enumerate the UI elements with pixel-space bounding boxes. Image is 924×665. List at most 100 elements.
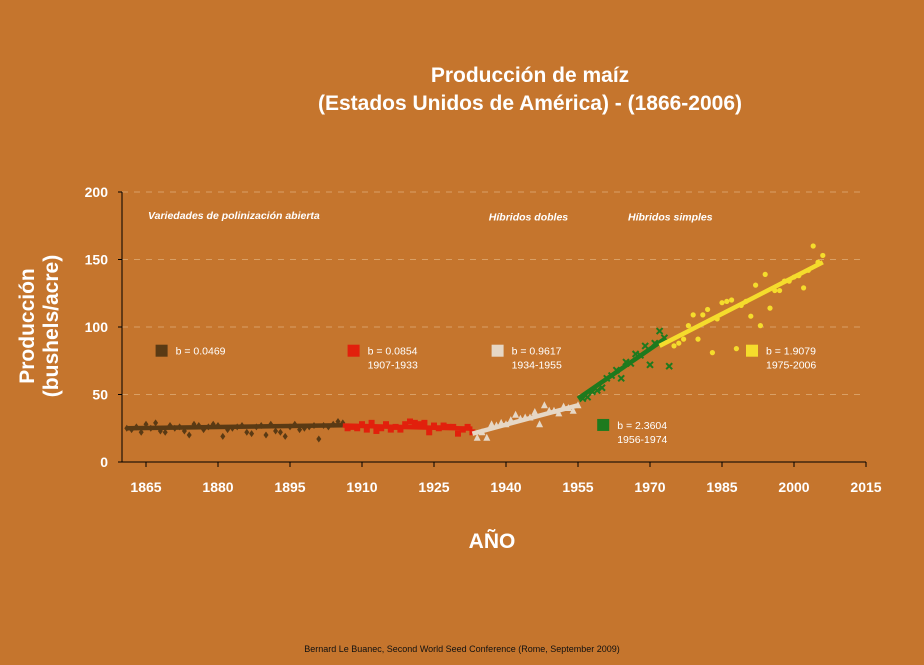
point-s4-1995 bbox=[767, 305, 773, 311]
point-s2-1947 bbox=[536, 420, 544, 428]
point-s0-1886 bbox=[244, 428, 250, 436]
point-s1-1922 bbox=[416, 421, 423, 428]
point-s4-1976 bbox=[676, 340, 682, 346]
x-tick-label-2015: 2015 bbox=[850, 479, 881, 495]
point-s4-1987 bbox=[729, 297, 735, 303]
trend-line-1956-1974 bbox=[576, 337, 666, 401]
point-s0-1893 bbox=[277, 428, 283, 436]
axes bbox=[118, 191, 867, 467]
trend-line-1975-2006 bbox=[658, 260, 824, 348]
point-s1-1913 bbox=[373, 427, 380, 434]
legend-label-s1-1: 1907-1933 bbox=[368, 360, 418, 372]
legend-label-s3-1: 1956-1974 bbox=[617, 434, 667, 446]
point-s3-1970 bbox=[646, 361, 654, 369]
point-s4-1982 bbox=[705, 306, 711, 313]
point-s4-1983 bbox=[709, 350, 716, 356]
trend-line-variedades-de-polinizaci-n-abierta-1866-1906 bbox=[126, 423, 343, 431]
y-axis-title-line1: Producción bbox=[16, 268, 39, 384]
legend-label-s3-0: b = 2.3604 bbox=[617, 420, 667, 432]
point-s4-1991 bbox=[748, 313, 754, 319]
point-s4-1980 bbox=[695, 336, 701, 342]
point-s0-1867 bbox=[153, 419, 159, 427]
point-s1-1920 bbox=[407, 418, 413, 425]
point-s4-2004 bbox=[810, 243, 816, 249]
point-s2-1948 bbox=[540, 401, 548, 409]
legend-label-s2-1: 1934-1955 bbox=[512, 360, 562, 372]
y-tick-label-200: 200 bbox=[85, 184, 109, 200]
point-s1-1918 bbox=[397, 426, 404, 433]
point-s1-1924 bbox=[426, 429, 433, 436]
point-s0-1890 bbox=[263, 431, 269, 439]
legend-swatch-s1 bbox=[347, 344, 360, 357]
point-s1-1916 bbox=[387, 426, 394, 433]
annotation-1: Híbridos dobles bbox=[489, 211, 569, 223]
trend-line-1907-1933 bbox=[342, 423, 473, 431]
point-s4-1986 bbox=[724, 298, 730, 304]
x-tick-label-1925: 1925 bbox=[418, 479, 449, 495]
x-tick-label-1880: 1880 bbox=[202, 479, 233, 495]
point-s2-1954 bbox=[569, 406, 577, 414]
x-tick-label-1985: 1985 bbox=[706, 479, 737, 495]
point-s0-1874 bbox=[186, 431, 192, 439]
point-s1-1923 bbox=[421, 419, 428, 426]
point-s2-1942 bbox=[512, 410, 520, 418]
point-s4-1981 bbox=[700, 312, 706, 318]
legend-label-s4-1: 1975-2006 bbox=[766, 360, 816, 372]
point-s4-1988 bbox=[733, 346, 740, 352]
point-s1-1915 bbox=[383, 421, 389, 428]
point-s4-1979 bbox=[690, 312, 696, 318]
point-s4-1985 bbox=[719, 300, 725, 306]
tick-labels: 0 50 100 150 200 1865 1880 1895 1910 1925 1940 1955… bbox=[85, 184, 882, 495]
annotation-0: Variedades de polinización abierta bbox=[148, 210, 320, 222]
grid bbox=[122, 191, 866, 395]
point-s0-1887 bbox=[249, 430, 255, 438]
point-s4-1994 bbox=[762, 271, 768, 277]
point-s4-1975 bbox=[671, 343, 677, 349]
point-s2-1934 bbox=[473, 433, 481, 441]
x-tick-label-1955: 1955 bbox=[562, 479, 593, 495]
x-axis-title: AÑO bbox=[469, 530, 516, 553]
y-tick-label-0: 0 bbox=[100, 454, 108, 470]
legend-label-s2-0: b = 0.9617 bbox=[512, 346, 562, 358]
point-s1-1921 bbox=[411, 419, 418, 426]
legend-label-s0-0: b = 0.0469 bbox=[176, 346, 226, 358]
point-s1-1930 bbox=[455, 430, 461, 437]
point-s2-1946 bbox=[531, 408, 539, 416]
point-s1-1907 bbox=[344, 425, 351, 432]
annotations: Variedades de polinización abierta Híbrid… bbox=[148, 210, 713, 223]
point-s0-1864 bbox=[138, 428, 144, 436]
legend-swatch-s0 bbox=[155, 344, 168, 357]
point-s4-2006 bbox=[820, 252, 826, 259]
point-s4-1977 bbox=[681, 336, 687, 342]
point-s4-1992 bbox=[753, 282, 759, 288]
trend-lines bbox=[126, 260, 824, 436]
x-tick-label-2000: 2000 bbox=[778, 479, 809, 495]
point-s0-1894 bbox=[282, 432, 288, 440]
point-s3-1969 bbox=[641, 342, 649, 350]
annotation-2: Híbridos simples bbox=[628, 211, 713, 223]
point-s3-1972 bbox=[655, 327, 664, 335]
x-tick-label-1940: 1940 bbox=[490, 479, 521, 495]
point-s4-1997 bbox=[777, 287, 783, 294]
point-s4-1978 bbox=[685, 323, 692, 329]
legend-swatch-s2 bbox=[491, 344, 504, 357]
point-s2-1936 bbox=[483, 433, 491, 441]
legend-swatch-s3 bbox=[597, 418, 610, 431]
chart-subtitle: (Estados Unidos de América) - (1866-2006… bbox=[317, 92, 743, 115]
point-s4-2002 bbox=[801, 285, 807, 291]
point-s1-1911 bbox=[363, 426, 370, 433]
y-tick-label-150: 150 bbox=[85, 252, 109, 268]
point-s1-1927 bbox=[440, 422, 447, 429]
chart-title: Producción de maíz bbox=[430, 64, 630, 87]
x-tick-label-1970: 1970 bbox=[634, 479, 665, 495]
point-s1-1912 bbox=[368, 419, 375, 426]
trend-line-1934-1955 bbox=[471, 403, 579, 436]
legend-entries: b = 0.0469 b = 0.0854 1907-1933 b = 0.9617 1… bbox=[155, 344, 816, 446]
point-s3-1964 bbox=[617, 374, 625, 383]
point-s1-1909 bbox=[354, 425, 361, 432]
y-tick-label-50: 50 bbox=[92, 387, 108, 403]
point-s2-1951 bbox=[555, 409, 563, 417]
y-tick-label-100: 100 bbox=[85, 319, 109, 335]
point-s0-1892 bbox=[273, 427, 279, 435]
